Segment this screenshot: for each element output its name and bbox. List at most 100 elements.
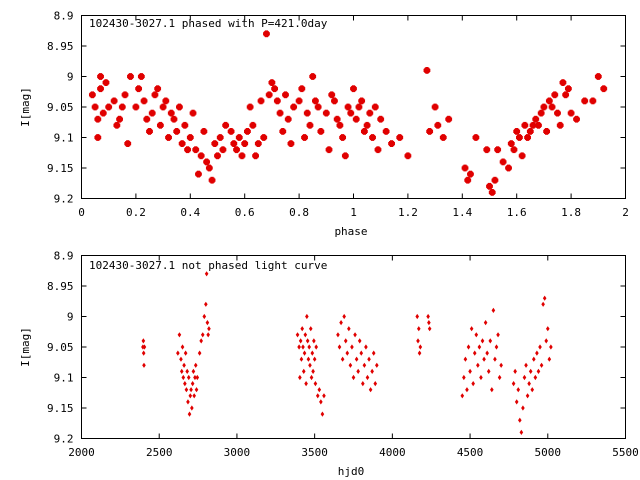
phased-data-point	[499, 158, 507, 166]
unphased-data-point	[311, 368, 315, 374]
unphased-data-point	[342, 313, 346, 320]
phased-y-tick-label: 9.05	[47, 101, 74, 114]
unphased-data-point	[187, 411, 192, 417]
unphased-data-point	[193, 362, 198, 368]
unphased-data-point	[477, 344, 482, 350]
phased-data-point	[135, 85, 143, 93]
unphased-data-point	[370, 368, 374, 374]
unphased-data-point	[301, 368, 306, 374]
unphased-data-point	[141, 338, 146, 344]
unphased-x-axis-label: hjd0	[338, 465, 365, 478]
unphased-x-tick-label: 2500	[146, 446, 173, 459]
phased-data-point	[467, 170, 474, 178]
phased-data-point	[162, 97, 170, 105]
unphased-data-point	[462, 374, 466, 381]
phased-data-point	[113, 121, 121, 129]
unphased-data-point	[469, 326, 474, 332]
unphased-data-point	[371, 350, 376, 356]
unphased-data-point	[354, 356, 359, 362]
phased-data-point	[116, 115, 123, 123]
unphased-data-point	[309, 374, 314, 381]
phased-data-point	[521, 121, 529, 129]
unphased-data-point	[176, 350, 180, 356]
phased-data-point	[88, 91, 96, 99]
phased-data-point	[97, 73, 104, 80]
phased-data-point	[94, 134, 102, 141]
unphased-data-point	[465, 387, 469, 393]
phased-data-point	[371, 103, 379, 111]
phased-data-point	[491, 176, 499, 184]
phased-data-point	[317, 128, 325, 135]
unphased-data-point	[298, 338, 303, 344]
phased-data-point	[154, 85, 162, 93]
unphased-y-tick-label: 9.05	[47, 341, 74, 354]
unphased-data-point	[519, 429, 524, 435]
unphased-data-point	[320, 411, 325, 417]
phased-data-point	[200, 128, 208, 135]
phased-data-point	[341, 152, 349, 160]
phased-data-point	[352, 115, 360, 123]
unphased-data-point	[472, 350, 477, 356]
phased-data-point	[301, 134, 308, 141]
phased-data-point	[238, 152, 246, 160]
phased-data-point	[483, 146, 491, 154]
phased-data-point	[265, 91, 273, 99]
unphased-data-point	[499, 362, 503, 368]
unphased-data-point	[418, 344, 423, 350]
phased-data-point	[195, 170, 202, 178]
phased-data-point	[110, 97, 118, 105]
unphased-data-point	[373, 381, 378, 387]
unphased-data-point	[528, 368, 533, 374]
unphased-data-point	[518, 417, 522, 423]
phased-data-point	[230, 140, 238, 147]
phased-data-point	[434, 121, 442, 129]
unphased-x-tick-label: 5500	[612, 446, 639, 459]
phased-data-point	[127, 73, 134, 80]
phased-x-tick-label: 2	[622, 206, 629, 219]
unphased-data-point	[364, 344, 368, 350]
phased-data-point	[176, 103, 183, 111]
unphased-data-point	[367, 356, 371, 362]
phased-data-point	[322, 109, 330, 117]
phased-data-point	[233, 146, 240, 154]
phased-y-tick-label: 8.9	[54, 10, 74, 23]
phased-data-point	[486, 182, 493, 190]
unphased-data-point	[466, 344, 471, 350]
phased-data-point	[339, 134, 347, 141]
phased-data-point	[252, 152, 259, 160]
phased-data-point	[426, 128, 434, 135]
unphased-y-tick-label: 8.95	[47, 280, 74, 293]
unphased-data-point	[493, 356, 497, 362]
unphased-data-point	[206, 332, 210, 338]
phased-data-point	[290, 103, 298, 111]
phased-data-point	[309, 73, 317, 80]
phased-data-point	[105, 103, 113, 111]
unphased-data-point	[347, 326, 351, 332]
phased-data-point	[249, 121, 257, 129]
phased-data-point	[439, 134, 447, 141]
phased-x-tick-label: 1.8	[561, 206, 581, 219]
phased-x-tick-label: 1	[350, 206, 357, 219]
phased-data-point	[369, 134, 376, 141]
unphased-data-point	[322, 393, 326, 399]
unphased-data-point	[312, 356, 317, 362]
unphased-data-point	[460, 393, 465, 399]
phased-data-point	[214, 152, 221, 160]
phased-data-point	[268, 79, 276, 86]
unphased-x-tick-label: 4500	[457, 446, 484, 459]
unphased-data-point	[541, 301, 545, 307]
phased-data-point	[556, 121, 564, 129]
phased-data-point	[287, 140, 295, 147]
phased-data-point	[159, 103, 167, 111]
phased-data-point	[331, 97, 338, 105]
phased-data-point	[363, 121, 371, 129]
unphased-data-point	[182, 362, 186, 368]
phased-data-point	[423, 67, 431, 74]
phased-data-point	[91, 103, 99, 111]
unphased-data-point	[298, 374, 302, 381]
phased-x-tick-label: 0.4	[180, 206, 200, 219]
unphased-data-point	[482, 356, 486, 362]
phased-data-point	[219, 146, 227, 154]
phased-data-point	[347, 109, 355, 117]
unphased-data-point	[348, 362, 353, 368]
